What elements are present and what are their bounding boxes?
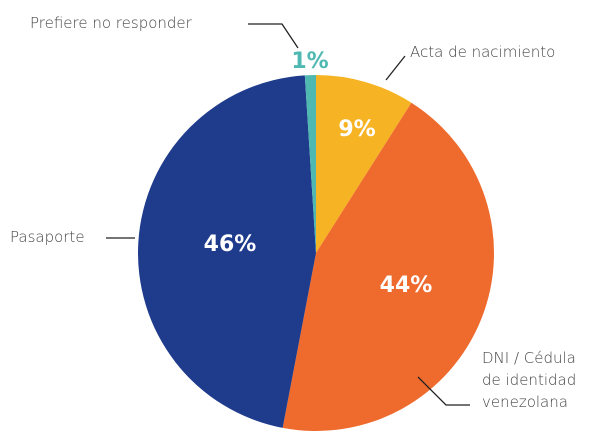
- leader-line: [385, 55, 406, 81]
- value-label: 44%: [380, 273, 433, 298]
- pie-slice: [282, 102, 495, 432]
- value-label: 46%: [204, 232, 257, 257]
- category-label: DNI / Cédula de identidad venezolana: [482, 349, 577, 411]
- leader-line: [417, 376, 470, 406]
- category-label: Pasaporte: [10, 228, 85, 246]
- value-label: 9%: [338, 117, 375, 142]
- pie-slice: [316, 75, 412, 253]
- pie-slice: [304, 75, 316, 253]
- leader-line: [248, 23, 299, 49]
- value-label: 1%: [291, 49, 328, 74]
- pie-slice: [137, 75, 316, 428]
- category-label: Acta de nacimiento: [410, 43, 556, 61]
- category-label: Prefiere no responder: [30, 14, 192, 32]
